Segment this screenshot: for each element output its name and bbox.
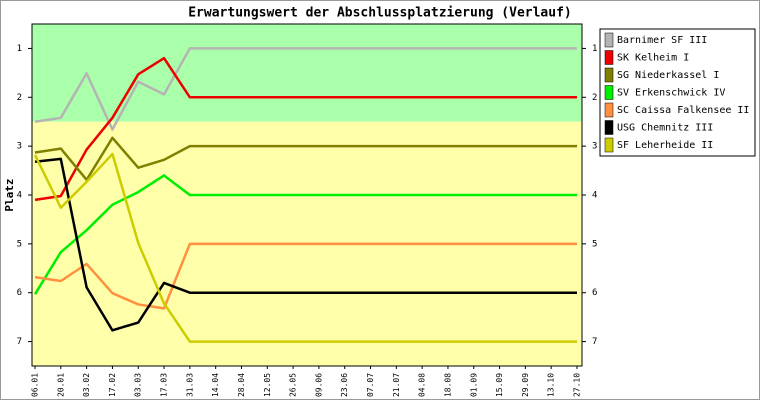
x-tick-label: 13.10: [547, 373, 556, 397]
y-tick-label: 7: [17, 337, 22, 347]
x-tick-label: 31.03: [185, 373, 194, 397]
line: [34, 56, 577, 202]
y-tick-label: 1: [592, 44, 597, 54]
line: [34, 157, 577, 332]
x-tick-label: 15.09: [495, 373, 504, 397]
x-tick-label: 07.07: [366, 373, 375, 397]
legend: Barnimer SF III SK Kelheim I SG Niederkass…: [599, 28, 756, 157]
y-tick-label: 3: [17, 142, 22, 152]
x-tick-label: 04.08: [418, 373, 427, 397]
y-tick-label: 1: [17, 44, 22, 54]
legend-label: SC Caissa Falkensee II: [617, 105, 749, 116]
legend-swatch: [604, 50, 614, 65]
y-tick-label: 5: [17, 239, 22, 249]
y-tick-label: 4: [17, 191, 22, 201]
x-tick-label: 18.08: [443, 373, 452, 397]
line: [34, 136, 577, 182]
legend-label: Barnimer SF III: [617, 35, 707, 46]
x-tick-label: 26.05: [289, 373, 298, 397]
x-tick-label: 17.02: [108, 373, 117, 397]
x-tick-label: 06.01: [31, 373, 40, 397]
x-tick-label: 09.06: [314, 373, 323, 397]
legend-swatch: [604, 85, 614, 100]
legend-label: SV Erkenschwick IV: [617, 88, 725, 99]
x-tick-label: 01.09: [469, 373, 478, 397]
x-tick-label: 27.10: [573, 373, 582, 397]
legend-swatch: [604, 32, 614, 48]
x-tick-label: 03.03: [134, 373, 143, 397]
x-tick-label: 28.04: [237, 373, 246, 397]
line: [34, 47, 577, 131]
y-tick-label: 4: [592, 191, 597, 201]
y-tick-label: 3: [592, 142, 597, 152]
x-tick-label: 20.01: [56, 373, 65, 397]
line: [34, 242, 577, 310]
legend-swatch: [604, 67, 614, 83]
legend-label: SG Niederkassel I: [617, 70, 719, 81]
legend-swatch: [604, 102, 614, 118]
background-band: [32, 24, 582, 122]
legend-label: USG Chemnitz III: [617, 123, 713, 134]
x-tick-label: 14.04: [211, 373, 220, 397]
legend-swatch: [604, 137, 614, 153]
x-tick-label: 23.06: [340, 373, 349, 397]
legend-label: SK Kelheim I: [617, 53, 689, 64]
y-tick-label: 2: [17, 93, 22, 103]
y-tick-label: 2: [592, 93, 597, 103]
x-tick-label: 17.03: [160, 373, 169, 397]
x-tick-label: 03.02: [82, 373, 91, 397]
x-tick-label: 29.09: [521, 373, 530, 397]
y-tick-label: 6: [17, 288, 22, 298]
x-tick-label: 12.05: [263, 373, 272, 397]
y-tick-label: 5: [592, 239, 597, 249]
legend-label: SF Leherheide II: [617, 140, 713, 151]
chart-title: Erwartungswert der Abschlussplatzierung …: [188, 6, 572, 21]
y-tick-label: 7: [592, 337, 597, 347]
legend-box: [599, 28, 756, 157]
line: [33, 152, 577, 343]
y-axis-label: Platz: [3, 178, 16, 211]
y-tick-label: 6: [592, 288, 597, 298]
legend-swatch: [604, 120, 614, 135]
x-tick-label: 21.07: [392, 373, 401, 397]
